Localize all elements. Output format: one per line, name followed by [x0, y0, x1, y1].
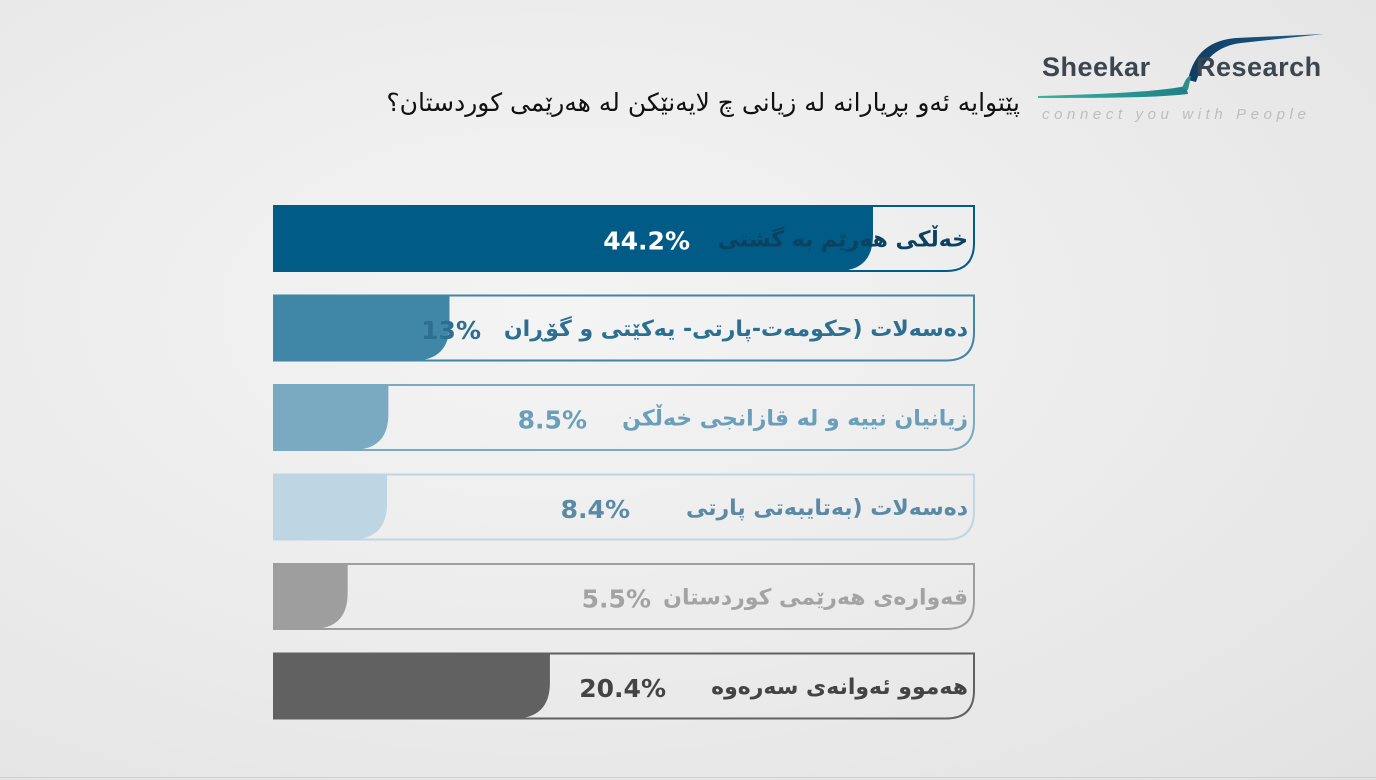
bar-value-label: 8.5%: [518, 406, 587, 435]
bar-category-label: خەڵکی هەرێم بە گشتی: [718, 225, 968, 253]
bar-category-label: هەموو ئەوانەی سەرەوە: [711, 675, 968, 700]
bar-category-label: دەسەلات (حکومەت-پارتی- یەکێتی و گۆڕان: [504, 315, 968, 342]
chart-title: پێتوایە ئەو بڕیارانە لە زیانی چ لایەنێکن…: [386, 88, 1020, 117]
brand-logo: Sheekar Research connect you with People: [1036, 30, 1346, 130]
bar-outline: [273, 205, 975, 272]
bar-row: 20.4% هەموو ئەوانەی سەرەوە: [273, 652, 975, 720]
bar-outline: [273, 652, 975, 720]
bar-row: 5.5% قەوارەی هەرێمی کوردستان: [273, 563, 975, 630]
bar-outline: [273, 563, 975, 630]
bar: [273, 564, 348, 629]
bar-value-label: 13%: [421, 316, 481, 345]
bar: [273, 206, 873, 271]
bar-row: 13% دەسەلات (حکومەت-پارتی- یەکێتی و گۆڕان: [273, 294, 975, 362]
logo-tagline: connect you with People: [1042, 106, 1311, 123]
bar-row: 8.5% زیانیان نییە و لە قازانجی خەڵکن: [273, 384, 975, 451]
bar-outline: [273, 294, 975, 362]
bar-value-label: 5.5%: [582, 585, 651, 614]
bar-outline: [273, 473, 975, 541]
bar: [273, 295, 450, 361]
bar-value-label: 44.2%: [603, 227, 690, 256]
bar-row: 8.4% دەسەلات (بەتایبەتی پارتی: [273, 473, 975, 541]
bar-row: 44.2% خەڵکی هەرێم بە گشتی: [273, 205, 975, 272]
logo-name-left: Sheekar: [1042, 52, 1151, 82]
bar-outline: [273, 384, 975, 451]
bar: [273, 385, 389, 450]
bar-value-label: 20.4%: [579, 674, 666, 703]
bar-category-label: زیانیان نییە و لە قازانجی خەڵکن: [622, 404, 968, 432]
bar-value-label: 8.4%: [561, 495, 630, 524]
bottom-divider: [0, 777, 1376, 778]
bar: [273, 474, 388, 540]
logo-swoosh-icon: [1038, 34, 1324, 98]
bar-category-label: دەسەلات (بەتایبەتی پارتی: [686, 496, 968, 521]
logo-name-right: Research: [1196, 52, 1322, 82]
bar: [273, 653, 550, 719]
bar-category-label: قەوارەی هەرێمی کوردستان: [663, 586, 968, 611]
